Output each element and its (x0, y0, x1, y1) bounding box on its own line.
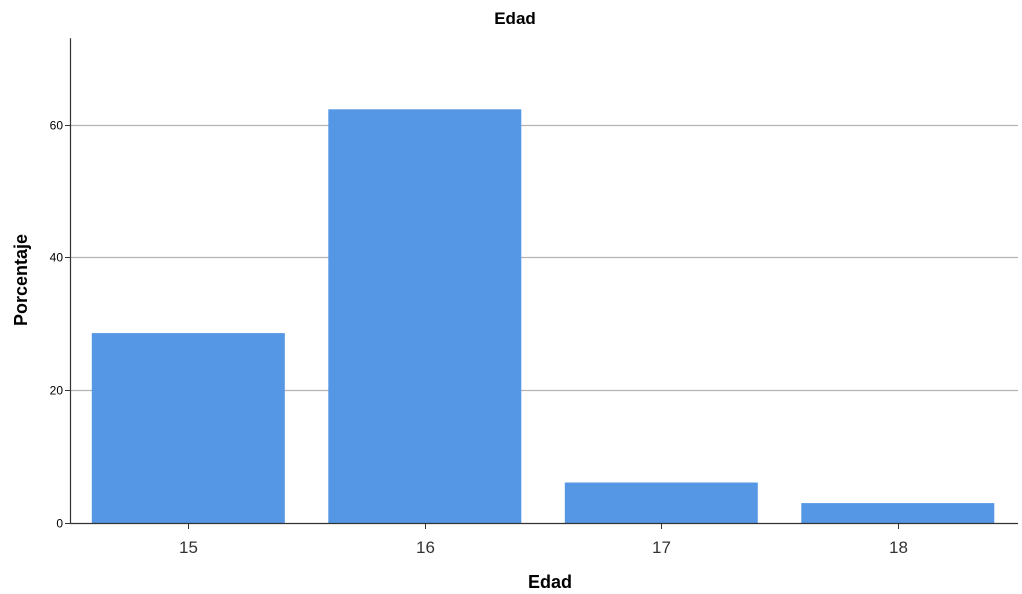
bar-18 (801, 503, 995, 523)
bar-15 (91, 333, 285, 523)
bar-16 (328, 109, 522, 524)
x-axis-ticks: 15 16 17 18 (179, 523, 908, 557)
x-tick-label-17: 17 (652, 538, 671, 557)
y-tick-label: 20 (50, 384, 64, 398)
y-tick-label: 60 (50, 119, 64, 133)
y-axis-ticks: 0 20 40 60 (50, 119, 70, 531)
x-axis-label: Edad (528, 572, 572, 592)
y-tick-label: 40 (50, 251, 64, 265)
x-tick-label-15: 15 (179, 538, 198, 557)
y-tick-label: 0 (56, 517, 63, 531)
x-tick-label-16: 16 (416, 538, 435, 557)
bar-17 (564, 482, 758, 523)
x-tick-label-18: 18 (889, 538, 908, 557)
y-axis-label: Porcentaje (11, 234, 31, 326)
bars (91, 109, 995, 524)
chart-title: Edad (494, 9, 536, 28)
